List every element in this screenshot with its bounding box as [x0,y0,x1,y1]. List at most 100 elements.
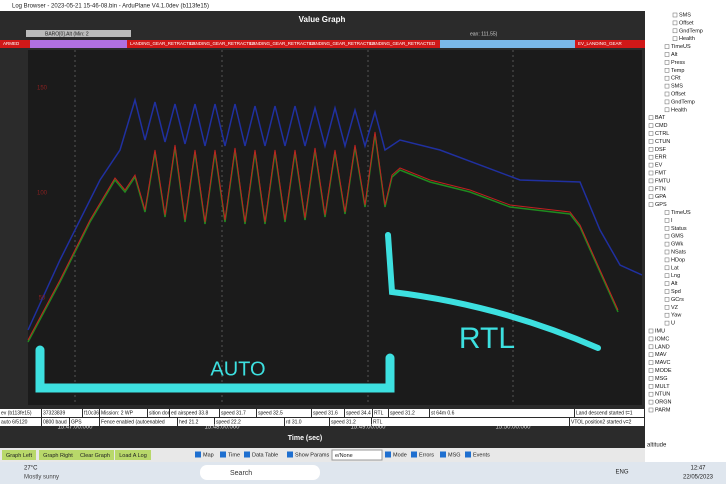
tree-toggle[interactable] [648,384,654,389]
tree-item[interactable]: GMS [671,234,684,240]
checkbox[interactable] [195,451,201,458]
tree-toggle[interactable] [664,273,670,278]
checkbox[interactable] [465,451,471,458]
tree-toggle[interactable] [648,391,654,397]
checkbox[interactable] [220,451,226,458]
tree-toggle[interactable] [648,202,654,207]
tree-toggle[interactable] [664,83,670,89]
checkbox[interactable] [244,451,250,458]
tree-item[interactable]: Alt [671,281,678,287]
tree-item[interactable]: ORGN [655,400,672,406]
tree-item[interactable]: NTUN [655,392,670,398]
tree-toggle[interactable] [664,99,670,105]
tree-toggle[interactable] [648,139,654,144]
button[interactable] [39,450,77,460]
tree-toggle[interactable] [648,170,654,176]
tree-toggle[interactable] [664,281,670,286]
tree-item[interactable]: Press [671,60,685,66]
checkbox-label[interactable]: Errors [419,452,434,458]
tree-item[interactable]: Health [671,107,687,113]
tree-item[interactable]: CTUN [655,139,670,145]
checkbox-label[interactable]: MSG [448,452,461,458]
tree-item[interactable]: CTRL [655,131,669,137]
tree-toggle[interactable] [672,28,678,34]
tree-toggle[interactable] [648,131,654,136]
tree-toggle[interactable] [672,36,678,41]
tree-toggle[interactable] [664,297,670,302]
tree-toggle[interactable] [664,312,670,318]
tree-toggle[interactable] [648,376,654,381]
tree-item[interactable]: GWk [671,242,683,248]
tree-toggle[interactable] [648,123,654,128]
tree-item[interactable]: MULT [655,384,670,390]
tree-toggle[interactable] [664,289,670,294]
tree-item[interactable]: EV [655,163,663,169]
tree-toggle[interactable] [648,147,654,152]
button[interactable] [2,450,36,460]
tree-item[interactable]: SMS [671,84,683,90]
tree-item[interactable]: Lng [671,273,680,279]
checkbox[interactable] [411,451,417,458]
tree-item[interactable]: Offset [679,20,694,26]
tree-toggle[interactable] [672,20,678,26]
tree-toggle[interactable] [664,68,670,73]
tree-item[interactable]: MAV [655,352,667,358]
tree-item[interactable]: PARM [655,407,671,413]
tree-toggle[interactable] [664,107,670,113]
tree-toggle[interactable] [664,257,670,263]
tree-toggle[interactable] [648,328,654,334]
tree-toggle[interactable] [648,352,654,357]
checkbox-label[interactable]: Show Params [295,452,329,458]
checkbox[interactable] [440,451,446,458]
tree-toggle[interactable] [648,399,654,405]
tree-item[interactable]: ERR [655,155,667,161]
tree-toggle[interactable] [648,407,654,413]
tree-item[interactable]: I [671,218,673,224]
tree-toggle[interactable] [664,75,670,81]
tree-toggle[interactable] [648,344,654,350]
tree-item[interactable]: IOMC [655,336,669,342]
tree-toggle[interactable] [648,368,654,373]
tree-item[interactable]: Health [679,36,695,42]
tree-item[interactable]: Alt [671,52,678,58]
tree-item[interactable]: SMS [679,12,691,18]
button[interactable] [76,450,114,460]
tree-toggle[interactable] [648,186,654,192]
tree-toggle[interactable] [664,305,670,310]
tree-toggle[interactable] [648,336,654,342]
tree-item[interactable]: U [671,321,675,327]
search-box[interactable] [200,465,320,480]
tree-item[interactable]: VZ [671,305,679,311]
tree-toggle[interactable] [664,60,670,65]
tree-item[interactable]: MAVC [655,360,671,366]
tree-toggle[interactable] [664,249,670,255]
tree-toggle[interactable] [648,154,654,160]
tree-item[interactable]: NSats [671,249,686,255]
tree-item[interactable]: GndTemp [671,99,695,105]
tree-item[interactable]: IMU [655,328,665,334]
tree-toggle[interactable] [648,178,654,184]
tree-item[interactable]: LAND [655,344,670,350]
tree-toggle[interactable] [664,265,670,271]
tree-toggle[interactable] [664,91,670,97]
tree-item[interactable]: MSG [655,376,668,382]
tree-item[interactable]: GCrs [671,297,684,303]
tree-item[interactable]: Yaw [671,313,681,319]
button-label[interactable]: Graph Left [6,453,32,459]
tree-toggle[interactable] [648,115,654,120]
tree-toggle[interactable] [664,218,670,223]
tree-item[interactable]: FMT [655,170,667,176]
checkbox-label[interactable]: Mode [393,452,407,458]
tree-item[interactable]: Spd [671,289,681,295]
tree-item[interactable]: DSF [655,147,667,153]
checkbox-label[interactable]: Data Table [252,452,278,458]
tree-item[interactable]: FMTU [655,178,670,184]
tree-toggle[interactable] [648,194,654,199]
tree-item[interactable]: TimeUS [671,210,691,216]
tree-item[interactable]: Temp [671,68,684,74]
tree-toggle[interactable] [648,360,654,365]
tree-item[interactable]: FTN [655,186,666,192]
tree-item[interactable]: TimeUS [671,44,691,50]
dropdown-value[interactable]: e/None [335,453,353,459]
button-label[interactable]: Clear Graph [80,453,110,459]
